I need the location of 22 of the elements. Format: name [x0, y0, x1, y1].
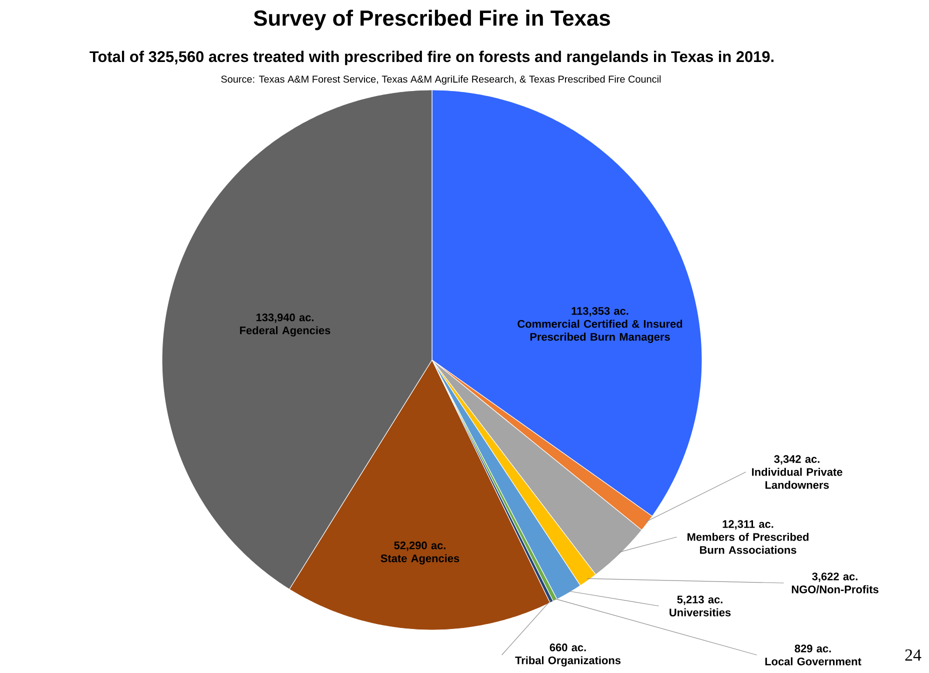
- data-label: 133,940 ac.: [256, 314, 314, 323]
- slice-label: Federal Agencies: [240, 326, 330, 336]
- data-label: 3,342 ac.: [774, 455, 820, 465]
- data-label: 12,311 ac.: [722, 520, 774, 530]
- data-label: 52,290 ac.: [394, 542, 446, 551]
- slice-label: Local Government: [765, 657, 862, 666]
- chart-subtitle: Total of 325,560 acres treated with prescribed fire on forests and rangelands in Texas in 2019.: [90, 50, 774, 66]
- data-label: 660 ac.: [550, 644, 586, 652]
- slice-label: Individual Private Landowners: [752, 468, 842, 489]
- source-note: Source: Texas A&M Forest Service, Texas A&M AgriLife Research, & Texas Prescribed Fire Council: [221, 75, 661, 85]
- data-label: 3,622 ac.: [812, 572, 858, 582]
- slice-label: Commercial Certified & Insured Prescribed Burn Managers: [518, 320, 682, 343]
- data-label: 113,353 ac.: [572, 307, 628, 316]
- slice-label: Members of Prescribed Burn Associations: [688, 532, 808, 554]
- text: 24: [905, 649, 922, 661]
- slice-label: Tribal Organizations: [515, 656, 621, 666]
- chart-title: Survey of Prescribed Fire in Texas: [254, 10, 610, 30]
- data-label: 829 ac.: [794, 644, 831, 652]
- data-label: 5,213 ac.: [677, 596, 722, 605]
- slice-label: NGO/Non-Profits: [792, 585, 878, 594]
- slice-label: Universities: [670, 608, 731, 616]
- slice-label: State Agencies: [380, 554, 460, 564]
